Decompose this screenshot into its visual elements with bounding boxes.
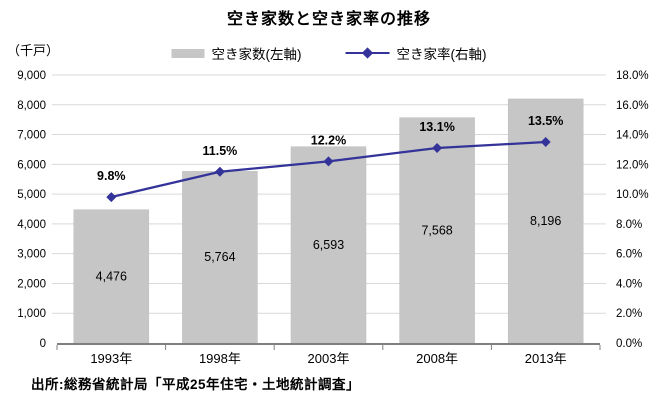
- rate-marker: [106, 192, 117, 203]
- right-axis-tick-label: 18.0%: [616, 70, 649, 82]
- right-axis-tick-label: 4.0%: [616, 278, 642, 290]
- left-axis-tick-label: 5,000: [17, 189, 46, 201]
- bar: [399, 117, 475, 344]
- left-axis-tick-label: 4,000: [17, 219, 46, 231]
- x-axis-label: 1998年: [199, 351, 241, 366]
- x-axis-label: 2003年: [308, 351, 350, 366]
- x-axis-label: 1993年: [90, 351, 132, 366]
- legend-item-vacancy-rate: 空き家率(右軸): [345, 43, 487, 63]
- legend-item-vacant-houses: 空き家数(左軸): [171, 43, 302, 63]
- legend-label-vacancy-rate: 空き家率(右軸): [396, 47, 487, 62]
- legend-label-vacant-houses: 空き家数(左軸): [211, 47, 302, 62]
- rate-marker: [432, 142, 443, 153]
- rate-marker: [323, 156, 334, 167]
- bar-value-label: 8,196: [530, 214, 561, 228]
- left-axis-unit-label: （千戸）: [7, 43, 60, 58]
- rate-value-label: 9.8%: [97, 169, 126, 183]
- bar: [73, 209, 150, 344]
- right-axis-tick-label: 10.0%: [616, 189, 649, 201]
- right-axis-tick-label: 14.0%: [616, 130, 649, 142]
- left-axis-tick-label: 2,000: [17, 278, 46, 290]
- rate-value-label: 13.1%: [419, 120, 454, 134]
- rate-marker: [540, 137, 551, 147]
- right-axis-tick-label: 6.0%: [616, 249, 642, 261]
- bar: [290, 146, 367, 344]
- bar-swatch-icon: [171, 48, 205, 58]
- bar-value-label: 7,568: [421, 223, 452, 237]
- x-axis-label: 2008年: [416, 351, 458, 366]
- right-axis-tick-label: 8.0%: [616, 219, 642, 231]
- line-marker-icon: [345, 47, 390, 59]
- left-axis-tick-label: 1,000: [17, 308, 46, 320]
- bar-value-label: 4,476: [96, 269, 127, 283]
- rate-value-label: 11.5%: [203, 144, 238, 158]
- right-axis-tick-label: 0.0%: [616, 338, 642, 350]
- right-axis-tick-label: 12.0%: [616, 159, 649, 171]
- legend: 空き家数(左軸) 空き家率(右軸): [171, 43, 487, 63]
- left-axis-tick-label: 8,000: [17, 100, 46, 112]
- bar-value-label: 6,593: [313, 238, 344, 252]
- rate-value-label: 13.5%: [528, 114, 563, 128]
- rate-value-label: 12.2%: [311, 133, 346, 147]
- bar-value-label: 5,764: [204, 250, 235, 264]
- right-axis-tick-label: 16.0%: [616, 100, 649, 112]
- left-axis-tick-label: 9,000: [17, 70, 46, 82]
- source-note: 出所:総務省統計局「平成25年住宅・土地統計調査」: [31, 377, 361, 392]
- left-axis-tick-label: 7,000: [17, 130, 46, 142]
- left-axis-tick-label: 6,000: [17, 159, 46, 171]
- left-axis-tick-label: 3,000: [17, 249, 46, 261]
- chart-title: 空き家数と空き家率の推移: [226, 11, 431, 28]
- x-axis-label: 2013年: [525, 351, 567, 366]
- rate-marker: [214, 166, 225, 177]
- right-axis-tick-label: 2.0%: [616, 308, 642, 320]
- left-axis-tick-label: 0: [40, 338, 46, 350]
